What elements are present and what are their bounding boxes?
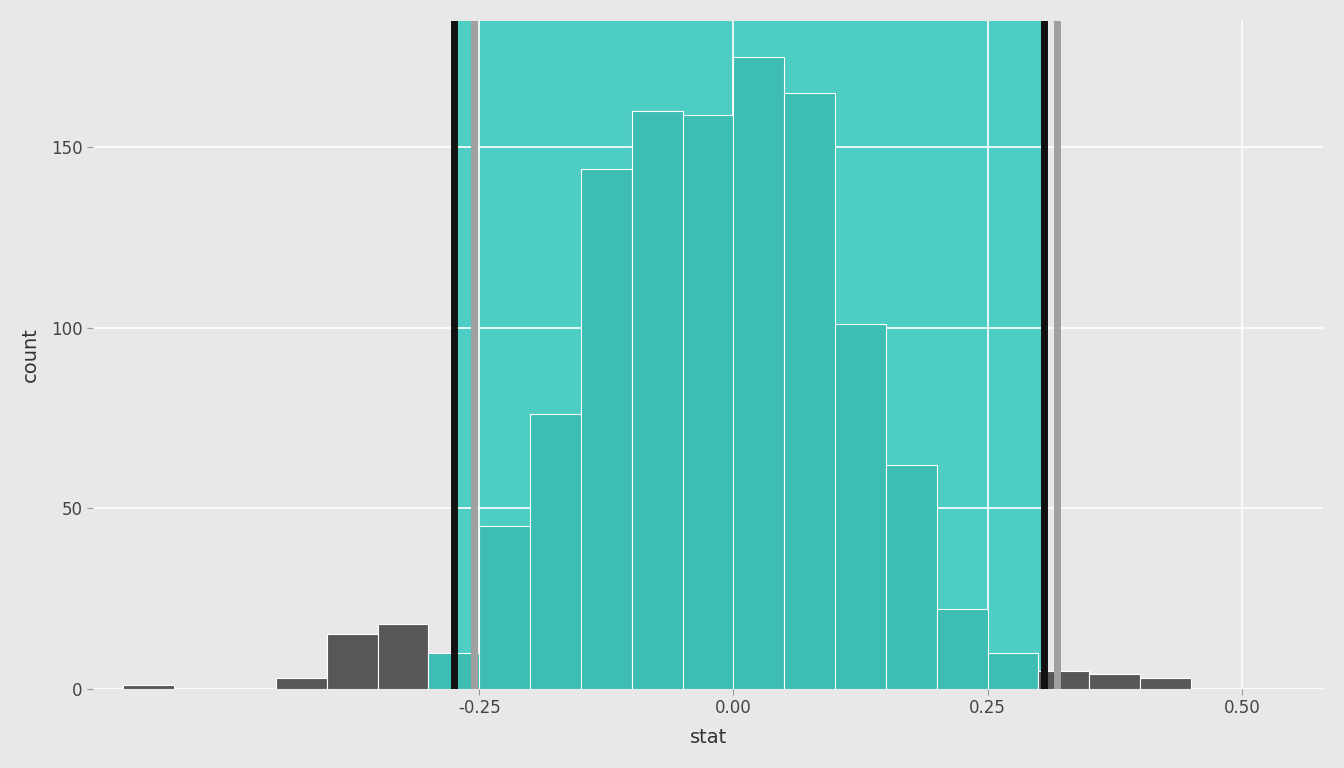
Bar [581,169,632,689]
Bar [1039,670,1090,689]
Bar [276,678,327,689]
Bar [785,93,835,689]
Bar [835,324,886,689]
Y-axis label: count: count [22,327,40,382]
Bar [683,114,734,689]
Bar [327,634,378,689]
Bar [480,526,530,689]
Bar [530,414,581,689]
Bar [988,653,1039,689]
Bar [632,111,683,689]
Bar [429,653,480,689]
Bar [734,57,785,689]
Bar [454,0,1043,689]
Bar [937,609,988,689]
Bar [378,624,429,689]
Bar [1140,678,1191,689]
X-axis label: stat: stat [689,728,727,747]
Bar [124,685,175,689]
Bar [886,465,937,689]
Bar [1090,674,1140,689]
